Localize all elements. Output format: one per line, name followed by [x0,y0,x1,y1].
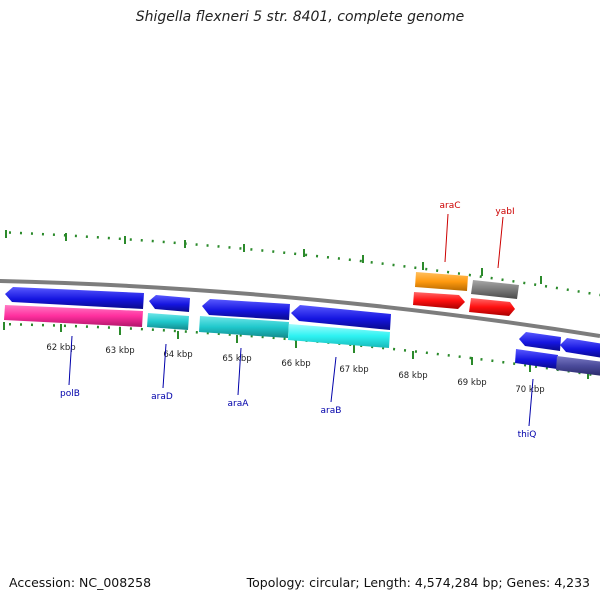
kbp-label-66: 66 kbp [281,359,310,369]
kbp-label-62: 62 kbp [46,343,75,353]
gene-arad[interactable] [149,295,190,312]
gene-araa-feature[interactable] [199,316,289,338]
accession-label: Accession: NC_008258 [9,575,152,590]
upper-tick-ring [0,230,600,297]
gene-arac[interactable] [415,272,468,291]
gene-arad-feature[interactable] [147,313,189,330]
reverse-strand-genes [4,287,600,376]
gene-thiq-feature[interactable] [515,349,558,369]
gene-label-leaders [68,213,534,427]
gene-label-araa[interactable]: araA [228,399,250,409]
kbp-label-69: 69 kbp [457,378,486,388]
genome-title: Shigella flexneri 5 str. 8401, complete … [135,9,465,25]
gene-label-polb[interactable]: polB [60,389,80,399]
gene-yabi-feature[interactable] [469,298,515,316]
genome-backbone [0,279,600,338]
kbp-label-67: 67 kbp [339,365,368,375]
gene-polb-feature[interactable] [4,305,143,327]
gene-next-reverse-feature[interactable] [556,356,600,376]
forward-strand-genes [413,272,519,316]
kbp-label-64: 64 kbp [163,350,192,360]
kbp-label-68: 68 kbp [398,371,427,381]
gene-polb[interactable] [5,287,144,309]
gene-label-arad[interactable]: araD [151,392,173,402]
gene-yabi[interactable] [471,280,519,299]
kbp-label-63: 63 kbp [105,346,134,356]
kbp-label-70: 70 kbp [515,385,544,395]
gene-arab-feature[interactable] [288,324,390,348]
kbp-label-65: 65 kbp [222,354,251,364]
gene-labels: araC yabI polB araD araA araB thiQ [60,201,536,440]
genome-summary: Topology: circular; Length: 4,574,284 bp… [246,575,590,590]
gene-araa[interactable] [202,299,290,320]
gene-arab[interactable] [291,305,391,330]
gene-label-yabi[interactable]: yabI [495,207,514,217]
gene-label-arac[interactable]: araC [439,201,460,211]
gene-thiq[interactable] [519,332,561,351]
gene-label-arab[interactable]: araB [321,406,342,416]
gene-label-thiq[interactable]: thiQ [518,430,537,440]
kbp-labels: 62 kbp 63 kbp 64 kbp 65 kbp 66 kbp 67 kb… [46,343,544,395]
gene-arac-feature[interactable] [413,292,465,309]
gene-next-reverse[interactable] [560,338,600,358]
